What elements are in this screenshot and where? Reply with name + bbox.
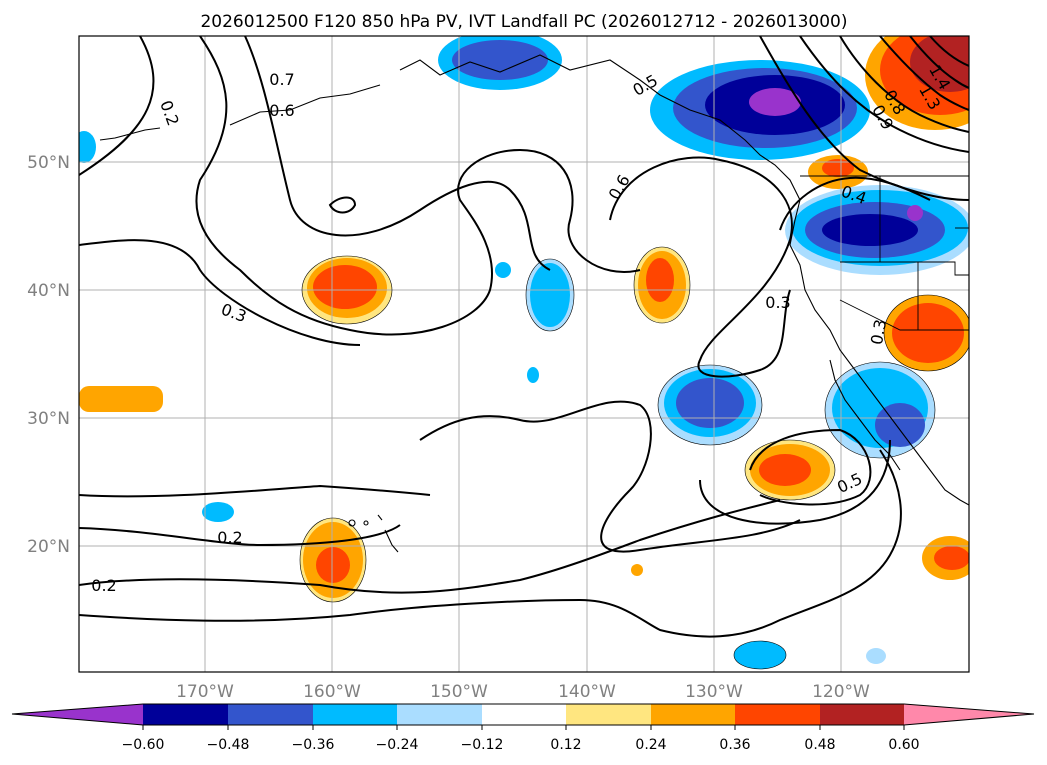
colorbar-tick-label: 0.12 [550,737,581,753]
lat-label-30n: 30°N [27,409,70,429]
lon-label-140w: 140°W [558,682,616,702]
colorbar-bin [735,704,820,725]
lon-label-160w: 160°W [303,682,361,702]
contour-label: 0.3 [765,293,790,312]
lat-label-20n: 20°N [27,537,70,557]
lat-label-40n: 40°N [27,281,70,301]
colorbar-bin [566,704,651,725]
colorbar-bin [313,704,397,725]
state-borders [800,175,969,331]
colorbar-tick-label: −0.36 [292,737,335,753]
colorbar-tick-label: −0.12 [461,737,504,753]
lat-label-50n: 50°N [27,153,70,173]
shading-outlines [299,246,969,670]
colorbar-tick-label: 0.60 [888,737,919,753]
colorbar-tick-label: −0.24 [376,737,419,753]
colorbar-bin [397,704,482,725]
colorbar-bin [651,704,735,725]
colorbar: −0.60 −0.48 −0.36 −0.24 −0.12 0.12 0.24 … [11,703,1035,753]
lon-label-120w: 120°W [812,682,870,702]
colorbar-tick-label: 0.48 [804,737,835,753]
shaded-anomalies [79,36,969,669]
lat-labels: 50°N 40°N 30°N 20°N [27,153,70,557]
colorbar-tick-label: 0.36 [719,737,750,753]
colorbar-tick-label: 0.24 [635,737,666,753]
colorbar-tick-label: −0.48 [207,737,250,753]
graticule [79,36,969,672]
contour-label: 0.2 [217,528,242,547]
colorbar-high-extend [904,704,1034,725]
contour-label: 0.6 [269,101,294,120]
contour-label: 0.3 [867,318,890,346]
lon-labels: 170°W 160°W 150°W 140°W 130°W 120°W [176,682,870,702]
contour-label: 0.2 [91,576,116,595]
colorbar-low-extend [12,704,143,725]
lon-label-170w: 170°W [176,682,234,702]
map-frame [78,35,970,673]
colorbar-tick-label: −0.60 [122,737,165,753]
pv-contours [79,36,969,638]
colorbar-bin [228,704,313,725]
lon-label-130w: 130°W [685,682,743,702]
colorbar-tick-marks [142,725,905,730]
figure-title: 2026012500 F120 850 hPa PV, IVT Landfall… [200,12,847,32]
colorbar-bin [820,704,904,725]
map-panel: 0.2 0.7 0.6 0.3 0.2 0.2 0.5 0.6 0.4 0.3 … [79,36,969,672]
lon-label-150w: 150°W [430,682,488,702]
contour-label: 0.7 [269,70,294,89]
colorbar-bin [482,704,566,725]
colorbar-bin [143,704,228,725]
